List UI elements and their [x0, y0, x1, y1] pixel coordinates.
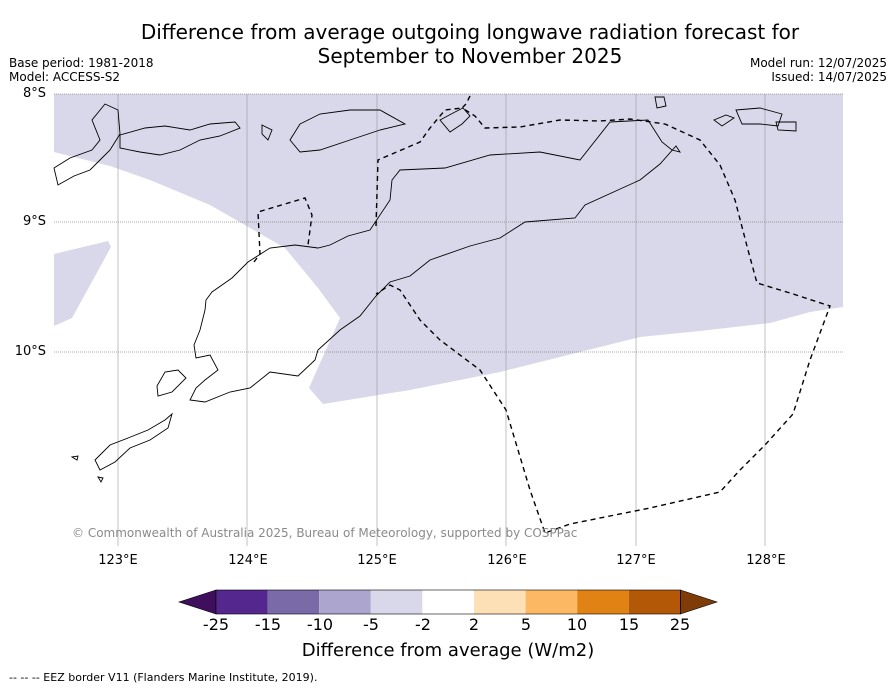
lon-label-127e: 127°E — [616, 553, 656, 568]
coastline-timor — [189, 119, 682, 403]
title-line-1: Difference from average outgoing longwav… — [140, 20, 800, 44]
lon-label-125e: 125°E — [357, 553, 397, 568]
coastline-island-e — [775, 121, 797, 132]
colorbar-swatch — [577, 590, 629, 614]
coastlines — [53, 96, 797, 483]
coastline-sawu — [94, 412, 173, 471]
colorbar-swatch — [319, 590, 371, 614]
colorbar-extend-high — [680, 589, 718, 615]
coastline-alor — [119, 121, 241, 156]
colorbar-extend-low — [178, 589, 217, 615]
anomaly-fill-region-west — [54, 241, 111, 326]
colorbar-tick: 25 — [669, 615, 691, 634]
colorbar-tick: -10 — [306, 615, 334, 634]
colorbar-tick: -5 — [363, 615, 379, 634]
colorbar-tick: 5 — [520, 615, 532, 634]
coastline-island-d — [735, 107, 783, 127]
model-text: Model: ACCESS-S2 — [9, 70, 121, 84]
anomaly-fill-region — [54, 94, 843, 404]
model-run-text: Model run: 12/07/2025 — [749, 56, 887, 70]
colorbar-swatch — [216, 590, 268, 614]
meta-right: Model run: 12/07/2025 Issued: 14/07/2025 — [750, 56, 887, 84]
colorbar-border — [215, 589, 681, 615]
colorbar-tick: 15 — [618, 615, 640, 634]
lon-label-124e: 124°E — [228, 553, 268, 568]
lon-label-128e: 128°E — [746, 553, 786, 568]
eez-border — [253, 95, 831, 534]
coastline-island-f — [261, 124, 273, 141]
colorbar-tick: -15 — [254, 615, 282, 634]
colorbar-swatches — [178, 589, 718, 615]
lon-label-126e: 126°E — [487, 553, 527, 568]
lat-label-8s: 8°S — [22, 86, 46, 101]
base-period-text: Base period: 1981-2018 — [9, 56, 154, 70]
issued-text: Issued: 14/07/2025 — [771, 70, 887, 84]
coastline-rote — [156, 369, 187, 397]
coastline-island-g — [70, 455, 79, 461]
colorbar-swatch — [525, 590, 578, 614]
colorbar-tick: -25 — [202, 615, 230, 634]
title-line-2: September to November 2025 — [317, 44, 623, 68]
lat-label-10s: 10°S — [14, 344, 46, 359]
lon-label-123e: 123°E — [98, 553, 138, 568]
eez-legend-footer: -- -- -- EEZ border V11 (Flanders Marine… — [9, 671, 318, 684]
coastline-island-h — [97, 476, 104, 483]
colorbar-tick: 2 — [468, 615, 480, 634]
colorbar-swatch — [628, 590, 681, 614]
meta-left: Base period: 1981-2018 Model: ACCESS-S2 — [9, 56, 154, 84]
coastline-flores-east — [53, 103, 121, 186]
colorbar-tick: 10 — [566, 615, 588, 634]
coastline-wetar — [289, 109, 407, 153]
colorbar-swatch — [370, 590, 423, 614]
coastline-island-b — [654, 96, 667, 109]
lat-label-9s: 9°S — [22, 214, 46, 229]
map-title: Difference from average outgoing longwav… — [0, 20, 896, 68]
gridlines — [54, 93, 843, 546]
colorbar-swatch — [474, 590, 526, 614]
coastline-island-a — [439, 107, 471, 133]
colorbar-swatch — [267, 590, 320, 614]
colorbar-title: Difference from average (W/m2) — [301, 640, 595, 661]
colorbar-tick: -2 — [415, 615, 431, 634]
copyright-text: © Commonwealth of Australia 2025, Bureau… — [72, 526, 578, 540]
colorbar-swatch — [422, 590, 474, 614]
coastline-island-c — [713, 114, 735, 127]
